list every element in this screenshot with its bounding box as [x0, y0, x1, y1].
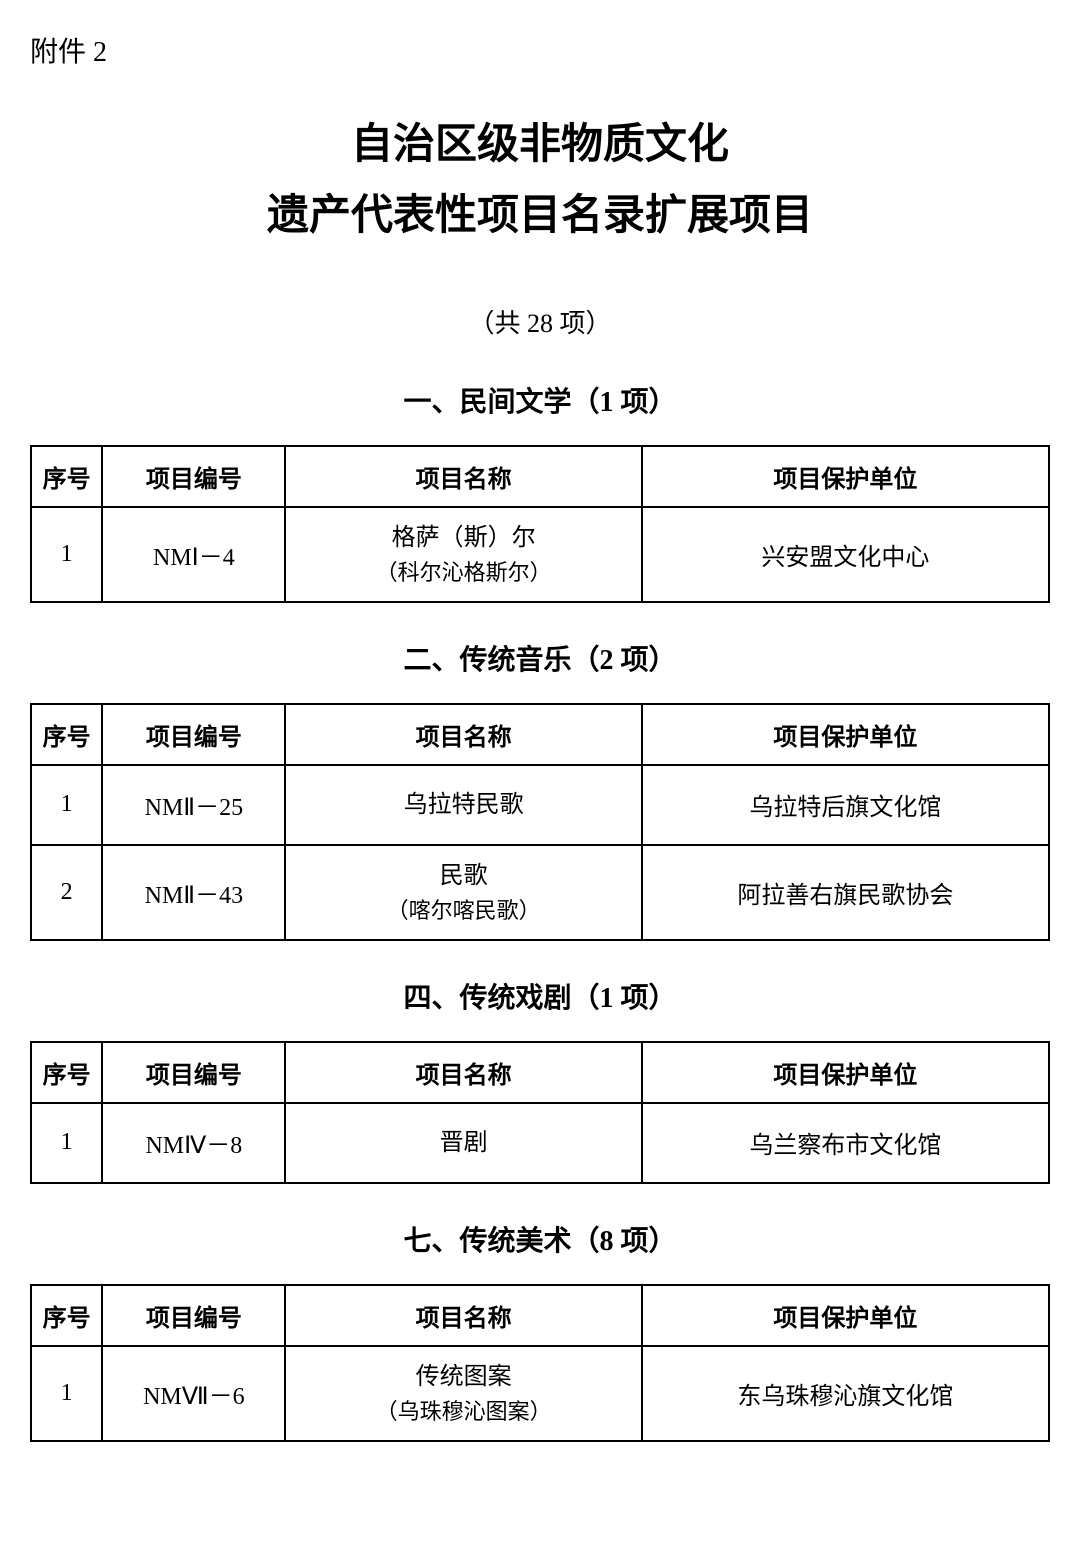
table-header-row: 序号项目编号项目名称项目保护单位: [31, 1285, 1049, 1346]
header-code: 项目编号: [102, 1042, 285, 1103]
table-header-row: 序号项目编号项目名称项目保护单位: [31, 1042, 1049, 1103]
cell-seq: 1: [31, 1103, 102, 1183]
header-seq: 序号: [31, 1042, 102, 1103]
cell-unit: 乌拉特后旗文化馆: [642, 765, 1049, 845]
cell-code: NMⅣ－8: [102, 1103, 285, 1183]
table-row: 1NMⅡ－25乌拉特民歌乌拉特后旗文化馆: [31, 765, 1049, 845]
cell-name-line1: 民歌: [292, 858, 634, 894]
table-header-row: 序号项目编号项目名称项目保护单位: [31, 704, 1049, 765]
section-heading: 七、传统美术（8 项）: [30, 1219, 1050, 1259]
table-row: 1NMⅦ－6传统图案（乌珠穆沁图案）东乌珠穆沁旗文化馆: [31, 1346, 1049, 1441]
table-row: 2NMⅡ－43民歌（喀尔喀民歌）阿拉善右旗民歌协会: [31, 845, 1049, 940]
cell-name-line2: （喀尔喀民歌）: [292, 894, 634, 927]
header-unit: 项目保护单位: [642, 1285, 1049, 1346]
header-name: 项目名称: [285, 1042, 641, 1103]
cell-name-line2: （科尔沁格斯尔）: [292, 556, 634, 589]
cell-name: 晋剧: [285, 1103, 641, 1183]
cell-unit: 东乌珠穆沁旗文化馆: [642, 1346, 1049, 1441]
header-unit: 项目保护单位: [642, 446, 1049, 507]
header-unit: 项目保护单位: [642, 704, 1049, 765]
table-header-row: 序号项目编号项目名称项目保护单位: [31, 446, 1049, 507]
sections-container: 一、民间文学（1 项）序号项目编号项目名称项目保护单位1NMⅠ－4格萨（斯）尔（…: [30, 380, 1050, 1442]
cell-name-line1: 晋剧: [292, 1125, 634, 1161]
cell-name: 格萨（斯）尔（科尔沁格斯尔）: [285, 507, 641, 602]
cell-name-line2: （乌珠穆沁图案）: [292, 1395, 634, 1428]
cell-seq: 1: [31, 765, 102, 845]
title-line-2: 遗产代表性项目名录扩展项目: [30, 181, 1050, 252]
cell-unit: 兴安盟文化中心: [642, 507, 1049, 602]
cell-unit: 乌兰察布市文化馆: [642, 1103, 1049, 1183]
header-seq: 序号: [31, 704, 102, 765]
cell-name: 民歌（喀尔喀民歌）: [285, 845, 641, 940]
header-code: 项目编号: [102, 446, 285, 507]
header-unit: 项目保护单位: [642, 1042, 1049, 1103]
header-name: 项目名称: [285, 704, 641, 765]
cell-name-line1: 格萨（斯）尔: [292, 520, 634, 556]
cell-name-line1: 乌拉特民歌: [292, 787, 634, 823]
table-row: 1NMⅠ－4格萨（斯）尔（科尔沁格斯尔）兴安盟文化中心: [31, 507, 1049, 602]
section-heading: 一、民间文学（1 项）: [30, 380, 1050, 420]
cell-seq: 1: [31, 1346, 102, 1441]
cell-seq: 1: [31, 507, 102, 602]
cell-seq: 2: [31, 845, 102, 940]
data-table: 序号项目编号项目名称项目保护单位1NMⅣ－8晋剧乌兰察布市文化馆: [30, 1041, 1050, 1184]
header-name: 项目名称: [285, 446, 641, 507]
header-name: 项目名称: [285, 1285, 641, 1346]
attachment-label: 附件 2: [30, 30, 1050, 70]
cell-code: NMⅡ－43: [102, 845, 285, 940]
cell-code: NMⅠ－4: [102, 507, 285, 602]
header-code: 项目编号: [102, 1285, 285, 1346]
data-table: 序号项目编号项目名称项目保护单位1NMⅡ－25乌拉特民歌乌拉特后旗文化馆2NMⅡ…: [30, 703, 1050, 941]
subtitle: （共 28 项）: [30, 303, 1050, 340]
header-seq: 序号: [31, 446, 102, 507]
cell-name: 乌拉特民歌: [285, 765, 641, 845]
header-code: 项目编号: [102, 704, 285, 765]
data-table: 序号项目编号项目名称项目保护单位1NMⅦ－6传统图案（乌珠穆沁图案）东乌珠穆沁旗…: [30, 1284, 1050, 1442]
cell-code: NMⅦ－6: [102, 1346, 285, 1441]
section-heading: 二、传统音乐（2 项）: [30, 638, 1050, 678]
section-heading: 四、传统戏剧（1 项）: [30, 976, 1050, 1016]
cell-name-line1: 传统图案: [292, 1359, 634, 1395]
main-title: 自治区级非物质文化 遗产代表性项目名录扩展项目: [30, 110, 1050, 253]
title-line-1: 自治区级非物质文化: [30, 110, 1050, 181]
cell-unit: 阿拉善右旗民歌协会: [642, 845, 1049, 940]
cell-code: NMⅡ－25: [102, 765, 285, 845]
cell-name: 传统图案（乌珠穆沁图案）: [285, 1346, 641, 1441]
header-seq: 序号: [31, 1285, 102, 1346]
table-row: 1NMⅣ－8晋剧乌兰察布市文化馆: [31, 1103, 1049, 1183]
data-table: 序号项目编号项目名称项目保护单位1NMⅠ－4格萨（斯）尔（科尔沁格斯尔）兴安盟文…: [30, 445, 1050, 603]
